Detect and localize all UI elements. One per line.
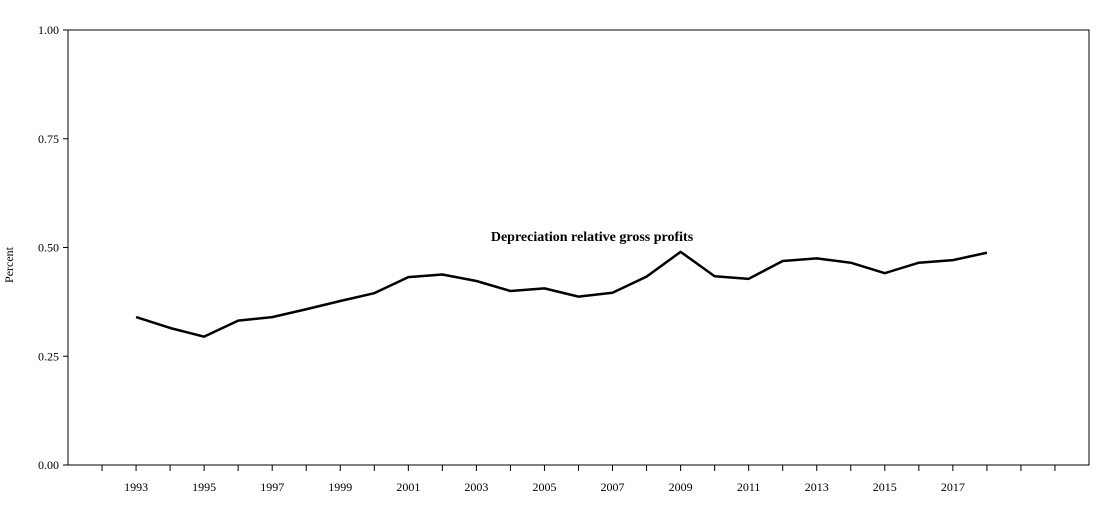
y-tick-label: 0.50 — [38, 241, 59, 255]
x-tick-label: 2001 — [396, 480, 420, 494]
y-tick-label: 1.00 — [38, 23, 59, 37]
x-tick-label: 2009 — [669, 480, 693, 494]
x-tick-label: 2005 — [532, 480, 556, 494]
x-tick-label: 2011 — [737, 480, 761, 494]
series-line — [135, 250, 988, 338]
y-tick-label: 0.00 — [38, 458, 59, 472]
x-tick-label: 1997 — [260, 480, 284, 494]
x-tick-label: 2017 — [941, 480, 965, 494]
x-tick-label: 1995 — [192, 480, 216, 494]
x-tick-label: 1993 — [124, 480, 148, 494]
x-tick-label: 1999 — [328, 480, 352, 494]
x-axis-ticks: 1993 1995 1997 1999 2001 2003 2005 2007 2009 2011… — [101, 465, 1056, 494]
y-tick-label: 0.25 — [38, 349, 59, 363]
y-tick-label: 0.75 — [38, 132, 59, 146]
x-tick-label: 2015 — [873, 480, 897, 494]
y-axis-label: Percent — [2, 246, 16, 283]
series-annotation: Depreciation relative gross profits — [491, 230, 694, 245]
y-axis-ticks: 0.00 0.25 0.50 0.75 1.00 — [38, 23, 68, 472]
plot-frame — [67, 29, 1090, 466]
x-tick-label: 2003 — [464, 480, 488, 494]
x-tick-label: 2013 — [805, 480, 829, 494]
x-tick-label: 2007 — [601, 480, 625, 494]
